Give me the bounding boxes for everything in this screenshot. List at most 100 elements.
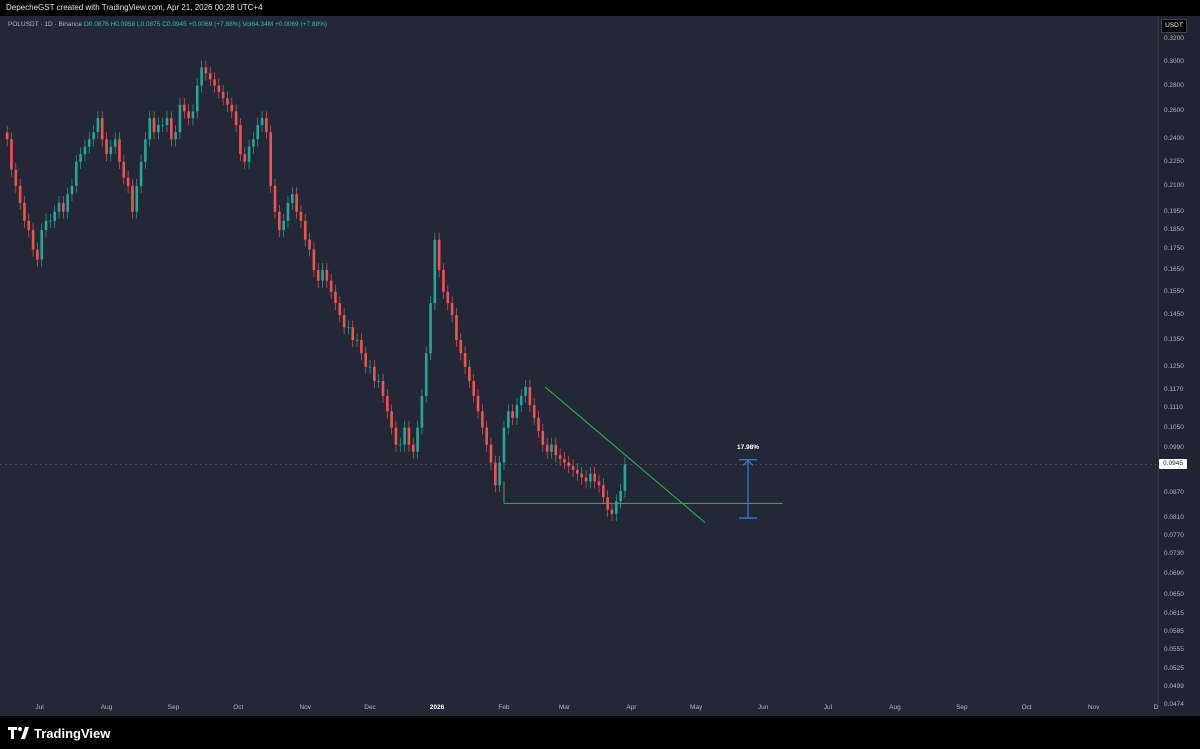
price-tick: 0.1050 [1164, 423, 1184, 431]
price-chart[interactable] [0, 16, 1158, 704]
candle-body [390, 411, 393, 428]
candle-body [442, 270, 445, 292]
candle-body [247, 146, 251, 162]
candle-body [424, 353, 428, 396]
candle-body [373, 366, 376, 382]
price-tick: 0.0990 [1164, 444, 1184, 452]
legend-symbol[interactable]: POLUSDT · 1D · Binance [8, 21, 82, 28]
candle-body [360, 339, 363, 354]
candle-body [217, 85, 221, 92]
candle-body [118, 139, 121, 162]
candle-body [87, 139, 91, 147]
candle-body [558, 455, 562, 459]
price-tick: 0.1850 [1164, 226, 1184, 234]
candle-body [44, 220, 48, 231]
time-tick: Feb [498, 704, 510, 711]
candle-body [113, 139, 117, 147]
candle-body [278, 211, 281, 231]
price-tick: 0.0770 [1164, 531, 1184, 539]
legend-close: C0.0945 [162, 21, 187, 28]
currency-badge[interactable]: USDT [1161, 19, 1187, 33]
candle-body [511, 411, 514, 418]
time-tick: D [1153, 704, 1159, 711]
candle-body [144, 139, 147, 162]
candle-body [364, 353, 368, 367]
legend-high: H0.0958 [110, 21, 136, 28]
candle-body [234, 111, 238, 126]
candle-body [31, 230, 35, 250]
measure-tool [739, 459, 758, 519]
candle-body [481, 411, 484, 428]
candle-body [200, 67, 203, 86]
candle-body [57, 202, 61, 212]
price-tick: 0.2800 [1164, 81, 1184, 89]
price-tick: 0.0615 [1164, 610, 1184, 618]
candle-body [126, 177, 130, 186]
candle-body [602, 485, 605, 498]
tradingview-logo[interactable]: TradingView [8, 725, 110, 741]
candle-body [576, 469, 579, 474]
time-tick: Nov [1087, 704, 1100, 711]
candle-body [394, 427, 398, 445]
candle-body [528, 386, 532, 406]
candle-body [468, 366, 471, 382]
price-tick: 0.2600 [1164, 107, 1184, 115]
price-tick: 0.0525 [1164, 665, 1184, 673]
candle-body [515, 405, 519, 418]
candle-body [407, 427, 411, 445]
legend-change: +0.0069 (+7.88%) [188, 21, 241, 28]
chart-area[interactable] [0, 16, 1200, 716]
price-tick: 0.2100 [1164, 181, 1184, 189]
candle-body [347, 327, 350, 329]
candle-body [532, 405, 536, 418]
measure-label[interactable]: 17.98% [737, 443, 760, 451]
candle-body [619, 490, 622, 502]
candle-body [386, 395, 389, 412]
price-tick: 0.0555 [1164, 645, 1184, 653]
candle-body [325, 270, 329, 281]
candle-body [541, 430, 545, 445]
candle-body [105, 139, 108, 155]
candle-body [502, 427, 506, 463]
candle-body [368, 366, 372, 368]
candle-body [14, 169, 18, 186]
candle-body [243, 154, 247, 162]
measure-arrowhead [742, 459, 754, 467]
time-tick: Aug [889, 704, 901, 711]
price-tick: 0.0499 [1164, 683, 1184, 691]
candle-body [182, 104, 186, 112]
candle-body [27, 220, 31, 231]
candle-body [191, 111, 195, 119]
price-tick: 0.1110 [1164, 404, 1183, 412]
candle-body [316, 270, 320, 281]
time-tick: Jun [757, 704, 769, 711]
price-tick: 0.0690 [1164, 570, 1184, 578]
candle-body [455, 315, 458, 340]
candle-body [157, 125, 160, 133]
time-tick: Jul [35, 704, 44, 711]
current-price-label: 0.0945 [1159, 459, 1187, 470]
candle-body [416, 427, 419, 452]
candle-body [554, 444, 558, 456]
candle-body [174, 132, 177, 140]
candle-body [506, 411, 510, 428]
time-tick: Jul [823, 704, 833, 711]
candle-body [208, 73, 212, 80]
candle-body [459, 339, 463, 354]
candle-body [355, 339, 359, 341]
candle-body [381, 381, 385, 396]
candle-body [610, 509, 614, 514]
candle-body [230, 104, 234, 112]
candle-body [213, 79, 216, 86]
price-axis[interactable] [1158, 16, 1200, 716]
candle-body [195, 85, 199, 112]
price-tick: 0.1250 [1164, 362, 1184, 370]
time-tick: Mar [558, 704, 571, 711]
candle-body [623, 464, 627, 491]
candle-body [589, 473, 592, 482]
candle-body [308, 239, 311, 250]
price-tick: 0.3000 [1164, 57, 1184, 65]
candle-body [221, 91, 225, 99]
time-tick: Aug [100, 704, 113, 711]
candle-body [53, 211, 56, 221]
